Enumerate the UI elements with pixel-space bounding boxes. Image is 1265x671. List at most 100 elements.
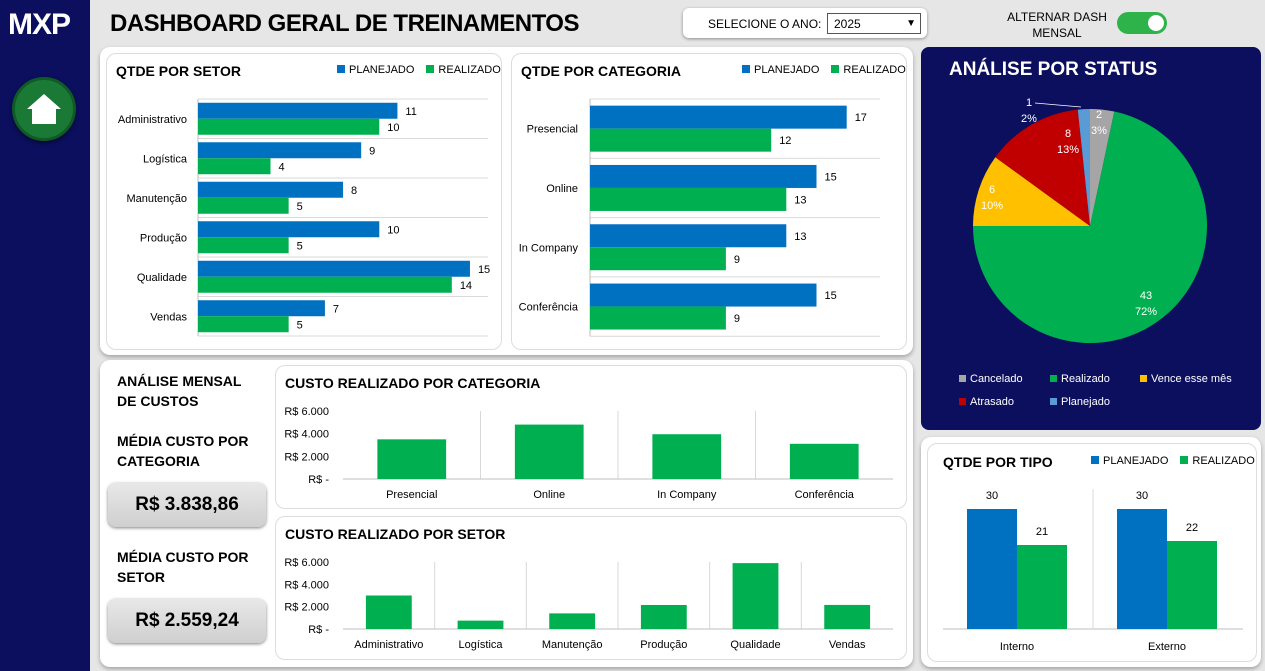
chevron-down-icon: ▼ [906, 18, 916, 29]
category-label: Externo [1148, 641, 1186, 653]
bar-planejado [198, 181, 344, 198]
slice-percent: 2% [1021, 113, 1037, 125]
bar [377, 439, 447, 479]
category-label: Manutenção [542, 639, 603, 651]
bar-planejado [198, 300, 325, 317]
pie-slice-cancelado [1090, 109, 1115, 226]
pie-slice-planejado [1077, 109, 1090, 226]
bar [732, 563, 779, 629]
slice-value: 8 [1065, 128, 1071, 140]
logo: MXP [8, 8, 71, 41]
custo-setor-card: CUSTO REALIZADO POR SETOR R$ 6.000 R$ 4.0… [275, 516, 907, 660]
bar-realizado [198, 118, 380, 135]
slice-percent: 13% [1057, 144, 1079, 156]
category-label: Interno [1000, 641, 1034, 653]
data-label: 10 [387, 224, 399, 236]
bar-planejado [967, 509, 1017, 629]
data-label: 30 [1136, 490, 1148, 502]
bar-realizado [198, 197, 289, 214]
chart-title: CUSTO REALIZADO POR CATEGORIA [285, 375, 541, 391]
y-tick-label: R$ 2.000 [284, 602, 329, 614]
bar-realizado [590, 187, 787, 211]
bar [652, 434, 722, 479]
chart-title: QTDE POR TIPO [943, 454, 1053, 470]
toggle-label: ALTERNAR DASH MENSAL [1007, 10, 1107, 40]
year-label: SELECIONE O ANO: [708, 17, 822, 31]
status-panel: ANÁLISE POR STATUS 2 3% 43 72% 6 10% 8 13% 1 2% C… [921, 47, 1261, 430]
data-label: 11 [405, 106, 416, 118]
media-setor-value: R$ 2.559,24 [108, 599, 266, 643]
y-tick-label: R$ 6.000 [284, 406, 329, 418]
category-label: Manutenção [126, 193, 187, 205]
data-label: 9 [369, 145, 375, 157]
qtde-categoria-card: QTDE POR CATEGORIA PLANEJADO REALIZADO Pr… [511, 53, 907, 350]
bar-planejado [198, 260, 470, 277]
category-label: Presencial [386, 489, 437, 501]
bar-realizado [1167, 541, 1217, 629]
category-label: Produção [640, 639, 687, 651]
category-label: In Company [519, 242, 579, 254]
setor-bar-chart: Administrativo 11 10 Logística 9 4 Manutenção 8… [118, 98, 490, 337]
category-label: Online [533, 489, 565, 501]
data-label: 13 [794, 231, 806, 243]
category-label: Vendas [150, 311, 187, 323]
category-label: Qualidade [137, 272, 187, 284]
category-label: Logística [458, 639, 503, 651]
bar [789, 443, 859, 479]
year-select[interactable]: 2025 ▼ [827, 13, 921, 34]
home-icon [27, 94, 61, 124]
toggle-knob [1148, 15, 1164, 31]
legend-realizado: REALIZADO [831, 64, 906, 76]
bar-planejado [590, 224, 787, 248]
monthly-dash-toggle[interactable] [1117, 12, 1167, 34]
bar-realizado [590, 306, 726, 330]
bar-planejado [590, 283, 817, 307]
y-tick-label: R$ 6.000 [284, 557, 329, 569]
media-categoria-value: R$ 3.838,86 [108, 483, 266, 527]
y-tick-label: R$ - [308, 474, 329, 486]
legend-vence: Vence esse mês [1140, 373, 1232, 385]
qtde-tipo-card: QTDE POR TIPO PLANEJADO REALIZADO 30 21 Int… [927, 443, 1257, 662]
bar [365, 595, 412, 629]
data-label: 15 [825, 290, 837, 302]
pie-slice-vence-esse-mês [973, 157, 1090, 226]
qtde-setor-card: QTDE POR SETOR PLANEJADO REALIZADO Admini… [106, 53, 502, 350]
slice-percent: 10% [981, 200, 1003, 212]
y-tick-label: R$ 2.000 [284, 451, 329, 463]
legend: PLANEJADO REALIZADO [337, 64, 501, 76]
data-label: 21 [1036, 526, 1048, 538]
category-label: Logística [143, 153, 188, 165]
bar-planejado [198, 221, 380, 238]
data-label: 5 [297, 201, 303, 213]
bar [640, 604, 687, 629]
category-label: Presencial [527, 124, 578, 136]
data-label: 7 [333, 303, 339, 315]
custo-categoria-card: CUSTO REALIZADO POR CATEGORIA R$ 6.000 R$… [275, 365, 907, 509]
bar-realizado [198, 316, 289, 333]
bar-realizado [198, 158, 271, 175]
data-label: 9 [734, 313, 740, 325]
custo-categoria-chart: R$ 6.000 R$ 4.000 R$ 2.000 R$ - Presencial On… [284, 406, 893, 501]
data-label: 8 [351, 185, 357, 197]
category-label: Vendas [829, 639, 866, 651]
costs-section-title: ANÁLISE MENSAL DE CUSTOS [117, 373, 242, 409]
legend-planejado: PLANEJADO [1091, 455, 1168, 467]
leader-line [1034, 102, 1082, 108]
y-tick-label: R$ 4.000 [284, 429, 329, 441]
bar [824, 604, 871, 629]
chart-title: CUSTO REALIZADO POR SETOR [285, 526, 506, 542]
chart-title: ANÁLISE POR STATUS [949, 59, 1158, 80]
pie-slice-atrasado [995, 109, 1090, 226]
custo-setor-chart: R$ 6.000 R$ 4.000 R$ 2.000 R$ - Administrati… [284, 557, 893, 651]
slice-percent: 72% [1135, 306, 1157, 318]
home-button[interactable] [12, 77, 76, 141]
tipo-bar-chart: 30 21 Interno 30 22 Externo [943, 489, 1243, 653]
status-pie-chart: 2 3% 43 72% 6 10% 8 13% 1 2% [973, 97, 1207, 343]
slice-value: 6 [989, 184, 995, 196]
category-label: Conferência [795, 489, 855, 501]
bar-realizado [590, 247, 726, 271]
data-label: 22 [1186, 522, 1198, 534]
legend-cancelado: Cancelado [959, 373, 1023, 385]
bar-planejado [198, 142, 362, 159]
bar-planejado [590, 105, 847, 129]
